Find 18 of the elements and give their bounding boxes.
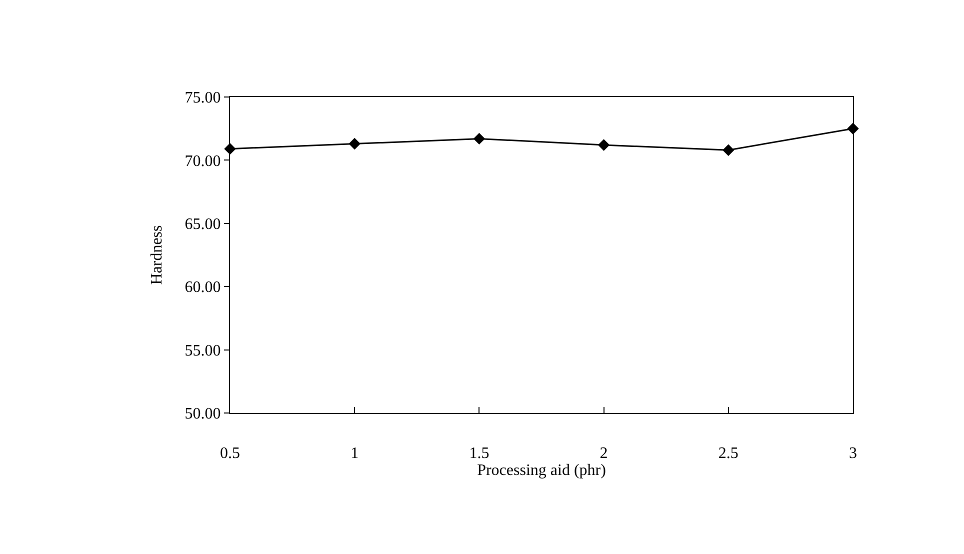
y-tick-label: 65.00	[184, 216, 221, 233]
point	[722, 144, 734, 156]
x-tick-label: 1	[350, 445, 359, 462]
y-tick-label: 55.00	[184, 342, 221, 360]
y-tick-label: 75.00	[184, 90, 221, 107]
y-tick-label: 60.00	[184, 279, 221, 296]
x-tick-label: 1.5	[469, 445, 490, 462]
point	[598, 139, 610, 151]
point	[348, 138, 360, 150]
x-tick-label: 2	[600, 445, 608, 462]
y-tick-label: 50.00	[184, 406, 221, 423]
x-tick-label: 0.5	[220, 445, 240, 462]
x-tick-label: 2.5	[718, 445, 738, 462]
y-tick-label: 70.00	[184, 152, 221, 170]
x-tick-label: 3	[849, 445, 857, 462]
x-axis-title: Processing aid (phr)	[477, 462, 606, 480]
y-axis-title: Hardness	[148, 225, 166, 285]
point	[473, 132, 486, 145]
